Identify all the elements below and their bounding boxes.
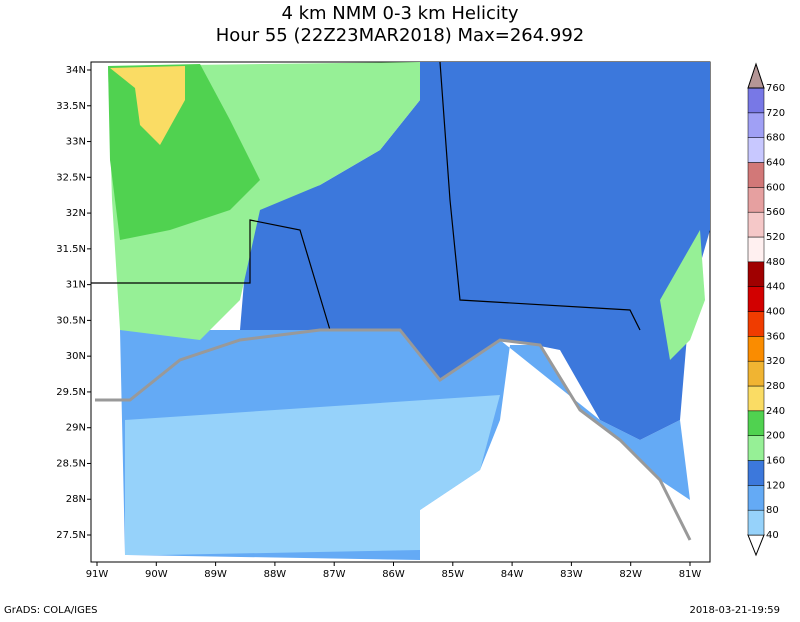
colorbar-label: 40: [766, 530, 779, 541]
lon-axis: 91W 90W 89W 88W 87W 86W 85W 84W 83W 82W 81W: [86, 562, 702, 580]
state-border: [439, 61, 641, 331]
colorbar-box: [747, 360, 765, 387]
lon-label: 83W: [560, 569, 583, 580]
lon-label: 90W: [145, 569, 168, 580]
colorbar-box: [747, 385, 765, 412]
lat-label: 32.5N: [56, 172, 86, 183]
lat-label: 33N: [66, 137, 86, 148]
lat-label: 30.5N: [56, 315, 86, 326]
colorbar-over: [747, 62, 765, 89]
map: [90, 61, 711, 563]
lat-label: 29N: [66, 423, 86, 434]
gulf-south: [125, 395, 500, 555]
colorbar-label: 440: [766, 282, 785, 293]
colorbar-label: 600: [766, 182, 785, 193]
colorbar-box: [747, 460, 765, 486]
colorbar-label: 160: [766, 456, 785, 467]
colorbar-label: 560: [766, 207, 785, 218]
lon-label: 81W: [679, 569, 702, 580]
lon-label: 85W: [441, 569, 464, 580]
land-blue: [240, 62, 710, 440]
colorbar-box: [747, 261, 765, 287]
coast-green: [660, 230, 705, 360]
lon-label: 84W: [501, 569, 524, 580]
lat-label: 28N: [66, 494, 86, 505]
footer-right: 2018-03-21-19:59: [689, 605, 780, 616]
lat-label: 31.5N: [56, 244, 86, 255]
colorbar-box: [747, 336, 765, 362]
state-border: [91, 219, 331, 331]
colorbar-box: [747, 112, 765, 138]
lon-label: 82W: [619, 569, 642, 580]
lon-label: 86W: [382, 569, 405, 580]
colorbar-label: 120: [766, 480, 785, 491]
lat-label: 33.5N: [56, 101, 86, 112]
colorbar-label: 200: [766, 431, 785, 442]
colorbar-box: [747, 236, 765, 263]
colorbar-box: [747, 311, 765, 337]
lon-label: 88W: [264, 569, 287, 580]
colorbar-box: [747, 87, 765, 114]
coastline: [95, 328, 692, 541]
title: 4 km NMM 0-3 km Helicity: [281, 3, 518, 24]
colorbar-label: 640: [766, 158, 785, 169]
subtitle: Hour 55 (22Z23MAR2018) Max=264.992: [216, 25, 585, 46]
lat-label: 30N: [66, 351, 86, 362]
colorbar-box: [747, 435, 765, 461]
colorbar-label: 680: [766, 133, 785, 144]
lon-label: 87W: [323, 569, 346, 580]
colorbar-box: [747, 485, 765, 511]
colorbar-box: [747, 187, 765, 213]
lon-label: 91W: [86, 569, 109, 580]
lat-label: 34N: [66, 65, 86, 76]
colorbar: 40 80 120 160 200 240 280 320 360 400 440 480 520 560…: [747, 62, 785, 557]
footer-left: GrADS: COLA/IGES: [4, 605, 98, 616]
colorbar-label: 720: [766, 108, 785, 119]
colorbar-under: [747, 534, 765, 557]
lat-label: 32N: [66, 208, 86, 219]
land-yellow: [110, 66, 185, 145]
colorbar-box: [747, 410, 765, 436]
lon-label: 89W: [204, 569, 227, 580]
colorbar-label: 280: [766, 381, 785, 392]
colorbar-label: 80: [766, 505, 779, 516]
colorbar-box: [747, 286, 765, 312]
lat-label: 29.5N: [56, 387, 86, 398]
colorbar-box: [747, 509, 765, 536]
colorbar-label: 240: [766, 406, 785, 417]
lat-label: 31N: [66, 280, 86, 291]
colorbar-label: 360: [766, 331, 785, 342]
lat-label: 28.5N: [56, 458, 86, 469]
colorbar-label: 400: [766, 307, 785, 318]
colorbar-label: 520: [766, 232, 785, 243]
lat-label: 27.5N: [56, 530, 86, 541]
colorbar-box: [747, 211, 765, 238]
colorbar-box: [747, 137, 765, 163]
colorbar-label: 320: [766, 356, 785, 367]
colorbar-box: [747, 162, 765, 188]
lat-axis: 34N 33.5N 33N 32.5N 32N 31.5N 31N 30.5N 30N 29.5N…: [56, 65, 91, 541]
colorbar-label: 760: [766, 83, 785, 94]
colorbar-label: 480: [766, 257, 785, 268]
